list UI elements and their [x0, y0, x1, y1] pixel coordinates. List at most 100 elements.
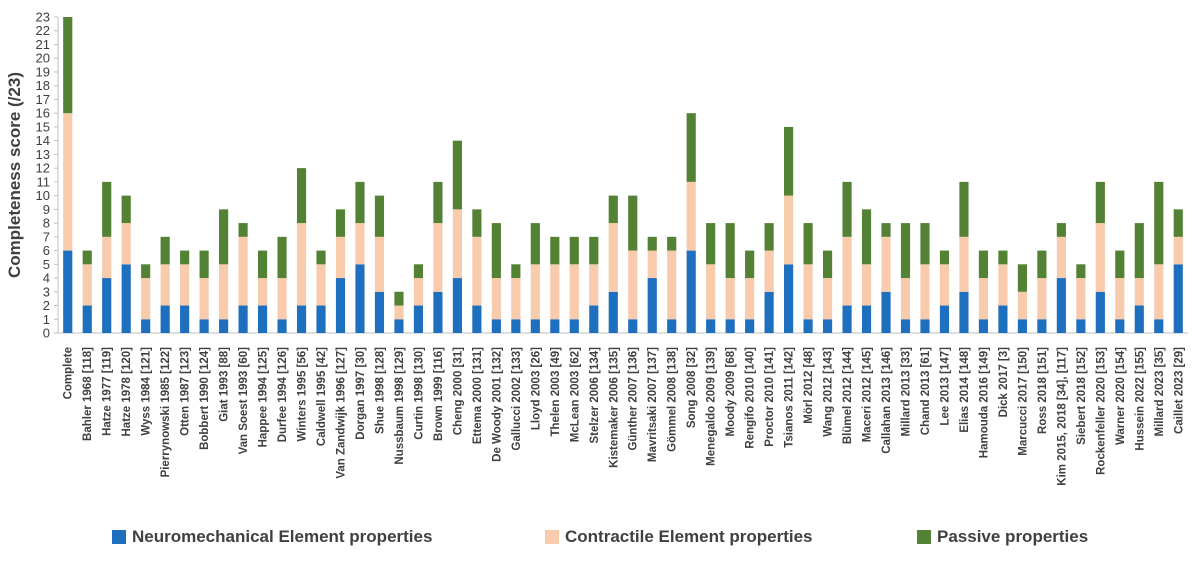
bar-segment-passive [1017, 264, 1027, 292]
category-label: Brown 1999 [116] [433, 347, 445, 441]
bar-segment-contractile [803, 264, 813, 320]
category-label: Winters 1995 [56] [297, 347, 309, 442]
legend-swatch [545, 530, 559, 544]
y-tick-label: 13 [36, 147, 50, 162]
bar-segment-passive [1115, 250, 1125, 279]
bar-segment-contractile [861, 264, 872, 306]
bar-segment-passive [452, 140, 462, 210]
bar-segment-neuromechanical [394, 319, 404, 333]
bar-segment-passive [998, 250, 1008, 265]
bar-segment-contractile [121, 223, 131, 265]
bar-segment-contractile [1154, 264, 1164, 320]
bar-segment-contractile [238, 236, 248, 306]
legend: Neuromechanical Element properties Contra… [112, 527, 1088, 546]
y-tick-label: 10 [36, 188, 50, 203]
bar-segment-contractile [900, 278, 911, 320]
bar-segment-neuromechanical [433, 291, 443, 333]
bar-segment-neuromechanical [1037, 319, 1047, 333]
legend-label: Contractile Element properties [565, 527, 813, 546]
bar-segment-passive [569, 236, 579, 265]
bar-segment-contractile [842, 236, 852, 306]
bar-segment-neuromechanical [277, 319, 287, 333]
bar-segment-passive [939, 250, 950, 265]
bar-segment-passive [1173, 209, 1183, 237]
y-tick-label: 9 [43, 202, 50, 217]
bar-segment-contractile [257, 278, 268, 306]
bar-segment-contractile [277, 278, 287, 320]
bar-segment-neuromechanical [764, 291, 774, 333]
bar-segment-passive [920, 223, 930, 265]
y-tick-label: 18 [36, 78, 50, 93]
bar-segment-contractile [180, 264, 190, 306]
y-tick-label: 0 [43, 326, 50, 341]
category-label: Marcucci 2017 [150] [1017, 347, 1029, 456]
category-label: Van Zandwijk 1996 [127] [336, 347, 348, 479]
y-tick-label: 5 [43, 257, 50, 272]
category-label: Mörl 2012 [48] [803, 347, 815, 424]
category-label: Durfee 1994 [126] [277, 347, 289, 442]
bar-segment-passive [160, 236, 170, 265]
category-label: Wang 2012 [143] [823, 347, 835, 437]
y-tick-label: 8 [43, 216, 50, 231]
bar-segment-contractile [1076, 278, 1086, 320]
bar-segment-contractile [1115, 278, 1125, 320]
y-tick-label: 17 [36, 92, 50, 107]
bar-segment-contractile [141, 278, 151, 320]
bar-segment-contractile [745, 278, 755, 320]
bar-segment-neuromechanical [472, 305, 482, 333]
bar-segment-passive [335, 209, 346, 237]
bar-segment-passive [784, 126, 794, 196]
bar-segment-neuromechanical [296, 305, 307, 333]
bar-segment-neuromechanical [861, 305, 872, 333]
category-label: Ettema 2000 [131] [472, 347, 484, 444]
bar-segment-neuromechanical [1173, 264, 1183, 333]
bar-segment-contractile [452, 209, 462, 279]
category-label: Kistemaker 2006 [135] [608, 347, 620, 468]
category-label: Bobbert 1990 [124] [199, 347, 211, 450]
bar-segment-passive [413, 264, 424, 279]
bar-segment-neuromechanical [745, 319, 755, 333]
bar-segment-neuromechanical [1095, 291, 1105, 333]
bar-segment-neuromechanical [257, 305, 268, 333]
bar-segment-neuromechanical [920, 319, 930, 333]
bar-segment-passive [959, 181, 969, 237]
bar-segment-passive [842, 181, 852, 237]
category-label: Pierrynowski 1985 [122] [160, 347, 172, 478]
bar-segment-neuromechanical [102, 278, 112, 333]
bar-segment-contractile [355, 223, 365, 265]
y-tick-label: 20 [36, 51, 50, 66]
category-label: De Woody 2001 [132] [491, 347, 503, 462]
bar-segment-neuromechanical [589, 305, 599, 333]
legend-swatch [917, 530, 931, 544]
bar-segment-contractile [1056, 236, 1066, 279]
category-label: Curtin 1998 [130] [413, 347, 425, 440]
category-label: Millard 2023 [35] [1154, 347, 1166, 437]
bar-segment-contractile [998, 264, 1008, 306]
category-label: Caillet 2023 [29] [1173, 347, 1185, 434]
category-label: Stelzer 2006 [134] [589, 347, 601, 444]
bar-segment-passive [803, 223, 813, 265]
bar-segment-neuromechanical [1134, 305, 1144, 333]
bar-segment-passive [394, 291, 404, 306]
bar-segment-passive [180, 250, 190, 265]
bar-segment-passive [316, 250, 326, 265]
y-tick-label: 12 [36, 161, 50, 176]
bar-segment-passive [219, 209, 229, 265]
category-label: Hatze 1978 [120] [121, 347, 133, 437]
category-label: Hatze 1977 [119] [102, 347, 114, 436]
bar-segment-passive [706, 223, 716, 265]
bar-segment-passive [296, 168, 307, 224]
category-label: Complete [63, 347, 75, 399]
category-label: Blümel 2012 [144] [842, 347, 854, 444]
bar-segment-neuromechanical [647, 278, 657, 333]
bar-segment-contractile [511, 278, 521, 320]
category-label: Rengifo 2010 [140] [745, 347, 757, 449]
bar-segment-contractile [959, 236, 969, 292]
category-label: Siebert 2018 [152] [1076, 347, 1088, 445]
bar-segment-neuromechanical [939, 305, 950, 333]
category-label: Bahler 1968 [118] [82, 347, 94, 441]
bar-segment-contractile [394, 305, 404, 320]
bar-segment-contractile [433, 223, 443, 292]
bar-segment-neuromechanical [784, 264, 794, 333]
category-label: Hamouda 2016 [149] [978, 347, 990, 458]
